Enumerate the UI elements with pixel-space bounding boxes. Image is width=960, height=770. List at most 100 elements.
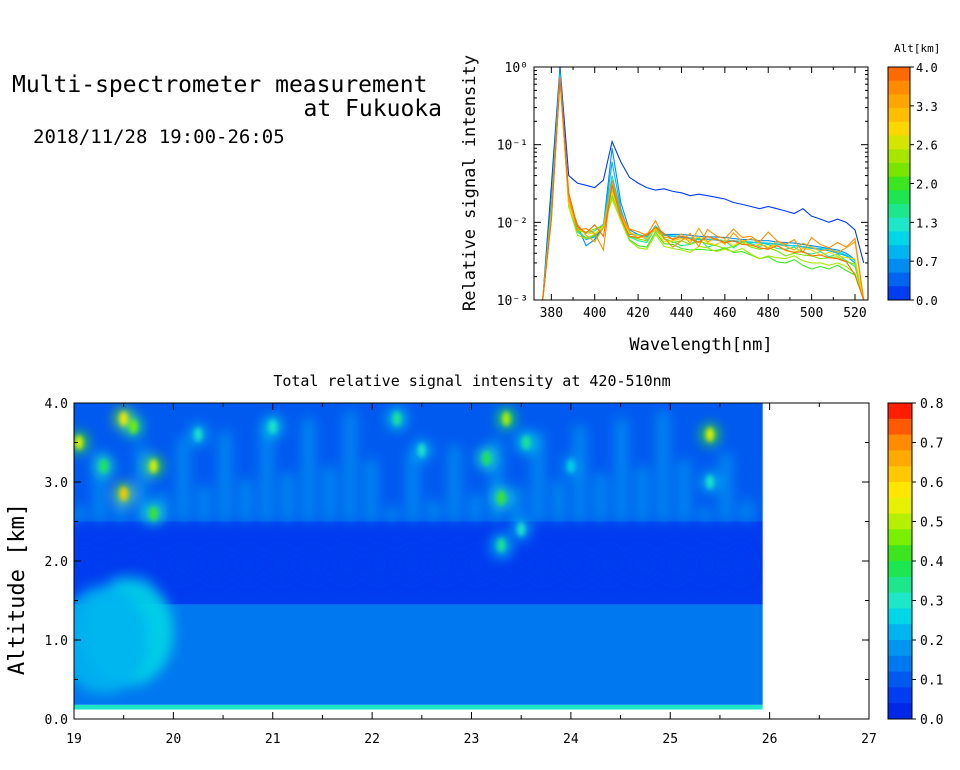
altitude-colorbar-swatch <box>888 80 910 95</box>
intensity-colorbar-swatch <box>888 624 912 641</box>
spectrum-series-line-6 <box>542 78 865 300</box>
heatmap-y-tick-label: 1.0 <box>45 634 68 649</box>
heatmap-hotspot-17 <box>522 435 531 450</box>
altitude-colorbar-swatch <box>888 67 910 82</box>
heatmap-hotspot-15 <box>497 490 506 505</box>
spectrum-y-tick-label: 10⁻³ <box>497 294 528 309</box>
heatmap-dip <box>233 546 262 583</box>
intensity-colorbar-swatch <box>888 482 912 499</box>
heatmap-hotspot-2 <box>119 411 128 426</box>
heatmap-dip <box>594 546 623 583</box>
altitude-colorbar-swatch <box>888 162 910 178</box>
heatmap-dip <box>299 546 328 583</box>
altitude-colorbar-swatch <box>888 149 910 164</box>
intensity-colorbar-swatch <box>888 640 912 657</box>
heatmap-hotspot-11 <box>392 411 401 426</box>
spectrum-x-tick-label: 440 <box>670 306 693 321</box>
intensity-colorbar-label: 0.5 <box>920 516 943 531</box>
spectrum-series-line-5 <box>542 78 865 300</box>
heatmap-streak <box>386 507 398 522</box>
heatmap-dip <box>430 546 459 583</box>
spectrum-y-tick-label: 10⁻² <box>497 216 528 231</box>
heatmap-dip <box>332 546 361 583</box>
heatmap-dip <box>266 546 295 583</box>
heatmap-texture <box>74 408 754 694</box>
heatmap-chart: Total relative signal intensity at 420-5… <box>5 372 877 747</box>
spectrum-y-tick-label: 10⁰ <box>505 61 528 76</box>
spectrum-series-line-3 <box>542 74 865 300</box>
spectrum-series-line-10 <box>542 77 865 300</box>
heatmap-x-tick-label: 19 <box>66 732 82 747</box>
heatmap-y-tick-label: 0.0 <box>45 713 68 728</box>
intensity-colorbar-swatch <box>888 434 912 451</box>
spectrum-x-axis-label: Wavelength[nm] <box>629 335 772 355</box>
spectrum-plot-frame <box>533 66 869 301</box>
spectrum-x-tick-label: 480 <box>756 306 779 321</box>
heatmap-dip <box>660 546 689 583</box>
heatmap-streak <box>302 418 315 522</box>
heatmap-altitude-band-0 <box>74 704 763 710</box>
intensity-colorbar-swatch <box>888 561 912 578</box>
heatmap-hotspot-14 <box>502 411 511 426</box>
altitude-colorbar-swatch <box>888 190 910 205</box>
heatmap-streak <box>719 453 732 522</box>
heatmap-x-tick-label: 26 <box>762 732 778 747</box>
heatmap-streak <box>427 500 440 522</box>
altitude-colorbar-swatch <box>888 286 910 301</box>
heatmap-y-tick-label: 3.0 <box>45 476 68 491</box>
intensity-colorbar-swatch <box>888 403 912 420</box>
altitude-colorbar-label: 0.0 <box>916 294 938 308</box>
altitude-colorbar-swatch <box>888 204 910 219</box>
heatmap-streak <box>177 438 190 522</box>
title-line-1: Multi-spectrometer measurement <box>12 72 428 98</box>
heatmap-dip <box>168 546 197 583</box>
heatmap-streak <box>448 445 461 522</box>
heatmap-hotspot-0 <box>74 435 83 450</box>
heatmap-hotspot-12 <box>417 443 426 458</box>
heatmap-hotspot-cores <box>74 411 714 553</box>
heatmap-streak <box>532 432 545 522</box>
heatmap-dip <box>397 546 426 583</box>
heatmap-hotspot-13 <box>482 451 491 466</box>
intensity-colorbar-label: 0.2 <box>920 634 943 649</box>
heatmap-x-tick-label: 21 <box>265 732 281 747</box>
intensity-colorbar-swatch <box>888 418 912 436</box>
spectrum-series-line-4 <box>542 76 865 300</box>
altitude-colorbar-swatch <box>888 94 910 109</box>
altitude-colorbar-swatch <box>888 258 910 274</box>
heatmap-streak <box>552 480 565 522</box>
heatmap-streak <box>740 501 753 522</box>
spectrum-series-line-8 <box>542 78 865 300</box>
heatmap-streak <box>323 466 336 522</box>
spectrum-x-tick-label: 500 <box>800 306 823 321</box>
heatmap-dip <box>365 546 394 583</box>
intensity-colorbar-label: 0.3 <box>920 595 943 610</box>
altitude-colorbar-label: 1.3 <box>916 216 938 230</box>
heatmap-streak <box>678 459 691 522</box>
spectrum-series-line-7 <box>542 79 865 300</box>
altitude-colorbar-swatch <box>888 272 910 287</box>
heatmap-altitude-band-1 <box>74 604 763 705</box>
heatmap-streak <box>198 486 211 522</box>
heatmap-dip <box>74 546 98 583</box>
intensity-colorbar-swatch <box>888 592 912 609</box>
altitude-colorbar-swatch <box>888 245 910 260</box>
altitude-colorbar-swatch <box>888 121 910 137</box>
heatmap-streak <box>74 506 85 522</box>
intensity-colorbar-swatch <box>888 545 912 562</box>
heatmap-streak <box>260 425 273 522</box>
heatmap-x-tick-label: 20 <box>166 732 182 747</box>
altitude-colorbar-label: 2.6 <box>916 139 938 153</box>
heatmap-y-tick-label: 4.0 <box>45 397 68 412</box>
heatmap-streak <box>573 425 586 522</box>
spectrum-series-line-1 <box>542 70 865 300</box>
altitude-colorbar-label: 3.3 <box>916 100 938 114</box>
heatmap-dip <box>463 546 492 583</box>
spectrum-y-tick-label: 10⁻¹ <box>497 139 528 154</box>
heatmap-streak <box>135 445 148 522</box>
heatmap-dip <box>496 546 525 583</box>
heatmap-hotspot-3 <box>119 486 128 501</box>
altitude-colorbar-swatch <box>888 231 910 246</box>
heatmap-y-axis-label: Altitude [km] <box>5 503 30 675</box>
intensity-colorbar-label: 0.6 <box>920 476 943 491</box>
